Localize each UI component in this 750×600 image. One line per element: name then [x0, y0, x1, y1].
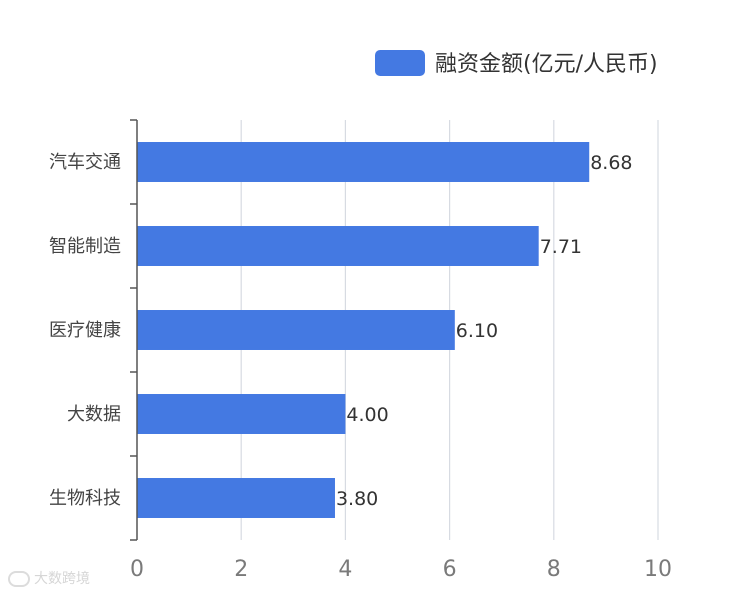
- x-tick-label: 0: [130, 557, 144, 582]
- legend: 融资金额(亿元/人民币): [375, 50, 658, 77]
- category-label: 医疗健康: [49, 320, 121, 341]
- watermark-logo-icon: [8, 571, 30, 587]
- x-tick-label: 2: [234, 557, 248, 582]
- bar: [137, 142, 590, 182]
- y-axis: [130, 119, 138, 541]
- x-tick-label: 8: [547, 557, 561, 582]
- x-tick-labels: 0 2 4 6 8 10: [130, 557, 672, 582]
- category-label: 智能制造: [49, 236, 121, 257]
- x-tick-label: 6: [443, 557, 457, 582]
- value-label: 6.10: [456, 320, 498, 342]
- bar: [137, 478, 335, 518]
- category-label: 汽车交通: [49, 152, 121, 173]
- legend-swatch: [375, 50, 425, 76]
- legend-label: 融资金额(亿元/人民币): [435, 52, 658, 77]
- category-label: 生物科技: [49, 488, 121, 509]
- value-label: 7.71: [540, 236, 582, 258]
- watermark: 大数跨境: [8, 568, 90, 588]
- value-label: 3.80: [336, 488, 378, 510]
- bars: [137, 142, 590, 518]
- bar: [137, 226, 539, 266]
- x-tick-label: 10: [644, 557, 672, 582]
- bar: [137, 394, 346, 434]
- value-labels: 8.68 7.71 6.10 4.00 3.80: [336, 152, 633, 510]
- category-label: 大数据: [67, 404, 121, 425]
- value-label: 4.00: [346, 404, 388, 426]
- value-label: 8.68: [590, 152, 632, 174]
- watermark-text: 大数跨境: [34, 571, 90, 587]
- x-tick-label: 4: [338, 557, 352, 582]
- bar: [137, 310, 455, 350]
